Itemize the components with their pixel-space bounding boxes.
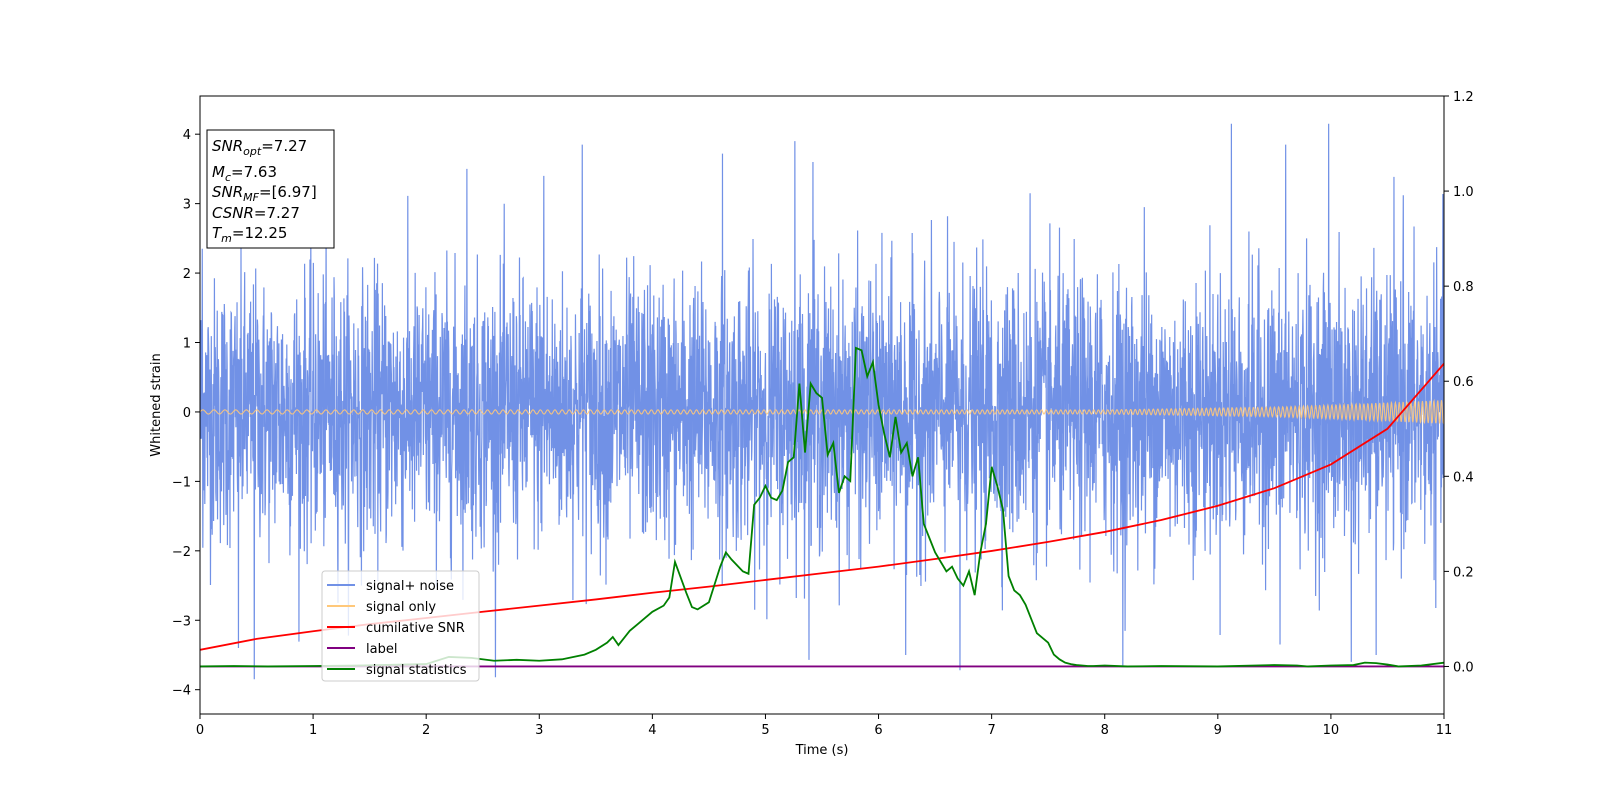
- legend: signal+ noise signal only cumilative SNR la…: [321, 570, 480, 682]
- legend-frame: [321, 570, 480, 682]
- x-tick-label: 7: [987, 723, 995, 738]
- y-axis-label: Whitened strain: [149, 353, 164, 456]
- y-left-tick-label: 0: [183, 406, 191, 421]
- signal-only-line: [200, 398, 1444, 426]
- axes-ticks: 0 1 2 3 4 5 6 7 8 9 10 11 −4 −3 −2 −1 0 1 2 3 4 0.0 0.2 0.4 0.6 0…: [172, 90, 1474, 738]
- y-left-tick-label: 1: [183, 337, 191, 352]
- signal-statistics-line: [200, 346, 1444, 668]
- info-csnr: CSNR=7.27: [212, 204, 300, 222]
- y-right-tick-label: 0.8: [1453, 280, 1474, 295]
- info-box-frame: [206, 129, 335, 249]
- stats-info-box: SNRopt=7.27 Mc=7.63 SNRMF=[6.97] CSNR=7.…: [206, 129, 335, 249]
- y-left-tick-label: −1: [172, 475, 191, 490]
- info-tm: Tm=12.25: [212, 224, 287, 245]
- x-tick-label: 4: [648, 723, 656, 738]
- y-left-tick-label: −3: [172, 614, 191, 629]
- y-left-tick-label: 2: [183, 267, 191, 282]
- y-left-tick-label: 3: [183, 198, 191, 213]
- y-right-tick-label: 0.0: [1453, 660, 1474, 675]
- plot-frame: [199, 95, 1445, 715]
- y-left-tick-label: −4: [172, 684, 191, 699]
- y-left-tick-label: −2: [172, 545, 191, 560]
- y-right-tick-label: 1.2: [1453, 90, 1474, 105]
- y-left-tick-label: 4: [183, 128, 191, 143]
- x-tick-label: 11: [1436, 723, 1453, 738]
- x-tick-label: 6: [874, 723, 882, 738]
- x-tick-label: 2: [422, 723, 430, 738]
- legend-label: signal statistics: [366, 663, 467, 678]
- x-axis-label: Time (s): [795, 743, 849, 758]
- x-tick-label: 0: [196, 723, 204, 738]
- signal-noise-line: [200, 123, 1444, 680]
- x-tick-label: 1: [309, 723, 317, 738]
- x-tick-label: 5: [761, 723, 769, 738]
- y-right-tick-label: 0.6: [1453, 375, 1474, 390]
- info-snr-mf: SNRMF=[6.97]: [212, 183, 317, 204]
- legend-label: signal only: [366, 600, 436, 615]
- info-snr-opt: SNRopt=7.27: [212, 137, 307, 158]
- legend-label: signal+ noise: [366, 579, 454, 594]
- y-right-tick-label: 0.4: [1453, 470, 1474, 485]
- y-right-tick-label: 0.2: [1453, 565, 1474, 580]
- y-right-tick-label: 1.0: [1453, 185, 1474, 200]
- signal-only-series: [200, 398, 1444, 426]
- x-tick-label: 8: [1101, 723, 1109, 738]
- legend-label: cumilative SNR: [366, 621, 465, 636]
- signal-noise-series: [200, 123, 1444, 680]
- x-tick-label: 10: [1323, 723, 1340, 738]
- info-chirp-mass: Mc=7.63: [212, 163, 277, 184]
- x-tick-label: 9: [1214, 723, 1222, 738]
- legend-label: label: [366, 642, 397, 657]
- x-tick-label: 3: [535, 723, 543, 738]
